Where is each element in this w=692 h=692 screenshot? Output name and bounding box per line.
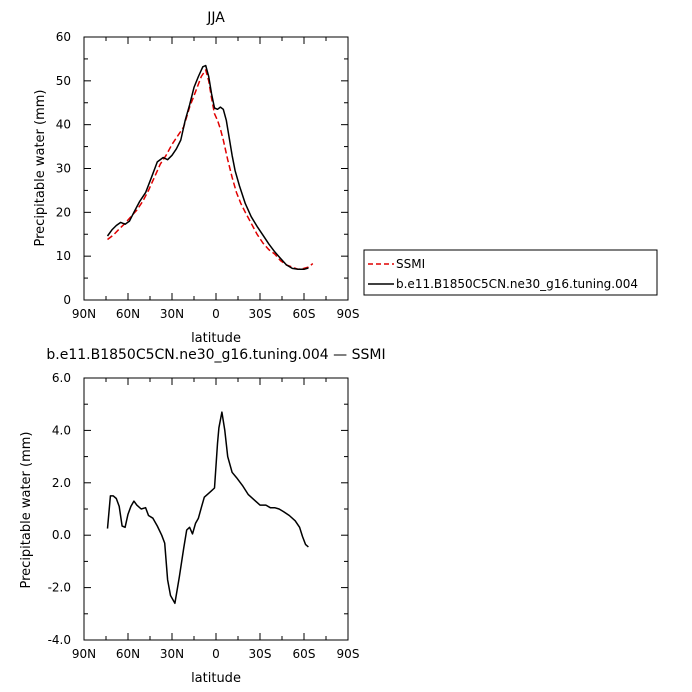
bottom-chart-x-tick-label: 30S — [249, 647, 272, 661]
bottom-chart-x-tick-label: 90S — [337, 647, 360, 661]
bottom-chart: b.e11.B1850C5CN.ne30_g16.tuning.004 — SS… — [19, 347, 386, 686]
top-chart-x-tick-label: 60S — [293, 307, 316, 321]
bottom-chart-y-tick-label: -2.0 — [48, 581, 71, 595]
bottom-chart-series-line-0 — [106, 411, 309, 605]
bottom-chart-x-tick-label: 0 — [212, 647, 220, 661]
bottom-chart-x-axis-label: latitude — [191, 671, 241, 686]
top-chart-title: JJA — [206, 10, 225, 26]
top-chart-y-tick-label: 60 — [56, 30, 71, 44]
bottom-chart-x-tick-label: 60N — [116, 647, 140, 661]
bottom-chart-y-tick-label: 4.0 — [52, 423, 71, 437]
bottom-chart-x-tick-label: 60S — [293, 647, 316, 661]
top-chart-x-tick-label: 0 — [212, 307, 220, 321]
bottom-chart-x-tick-label: 30N — [160, 647, 184, 661]
top-chart-x-axis-label: latitude — [191, 331, 241, 346]
top-chart: JJA Precipitable water (mm) latitude 90N… — [33, 10, 359, 346]
top-chart-series-line-ssmi — [107, 69, 314, 271]
legend-ssmi-label: SSMI — [396, 257, 425, 271]
bottom-chart-plot-frame — [83, 377, 349, 641]
top-chart-y-tick-label: 10 — [56, 249, 71, 263]
top-chart-y-tick-label: 30 — [56, 162, 71, 176]
bottom-chart-y-tick-label: -4.0 — [48, 633, 71, 647]
bottom-chart-y-tick-label: 2.0 — [52, 476, 71, 490]
top-chart-x-tick-label: 90S — [337, 307, 360, 321]
top-chart-plot-frame — [83, 36, 349, 301]
top-chart-x-tick-label: 30N — [160, 307, 184, 321]
top-chart-y-axis-label: Precipitable water (mm) — [33, 90, 48, 247]
top-chart-series-line-b-e11-b1850c5cn-ne30-g16-tuning-004 — [106, 64, 309, 271]
bottom-chart-title: b.e11.B1850C5CN.ne30_g16.tuning.004 — SS… — [46, 347, 385, 363]
bottom-chart-y-tick-label: 0.0 — [52, 528, 71, 542]
top-chart-y-tick-label: 40 — [56, 118, 71, 132]
top-chart-y-tick-label: 20 — [56, 205, 71, 219]
top-chart-x-tick-label: 60N — [116, 307, 140, 321]
bottom-chart-y-tick-label: 6.0 — [52, 371, 71, 385]
legend: SSMI b.e11.B1850C5CN.ne30_g16.tuning.004 — [363, 249, 658, 296]
top-chart-x-tick-label: 30S — [249, 307, 272, 321]
legend-box — [363, 249, 658, 296]
legend-model-label: b.e11.B1850C5CN.ne30_g16.tuning.004 — [396, 277, 638, 291]
bottom-chart-y-axis-label: Precipitable water (mm) — [19, 432, 34, 589]
bottom-chart-x-tick-label: 90N — [72, 647, 96, 661]
top-chart-y-tick-label: 50 — [56, 74, 71, 88]
top-chart-y-tick-label: 0 — [63, 293, 71, 307]
top-chart-x-tick-label: 90N — [72, 307, 96, 321]
